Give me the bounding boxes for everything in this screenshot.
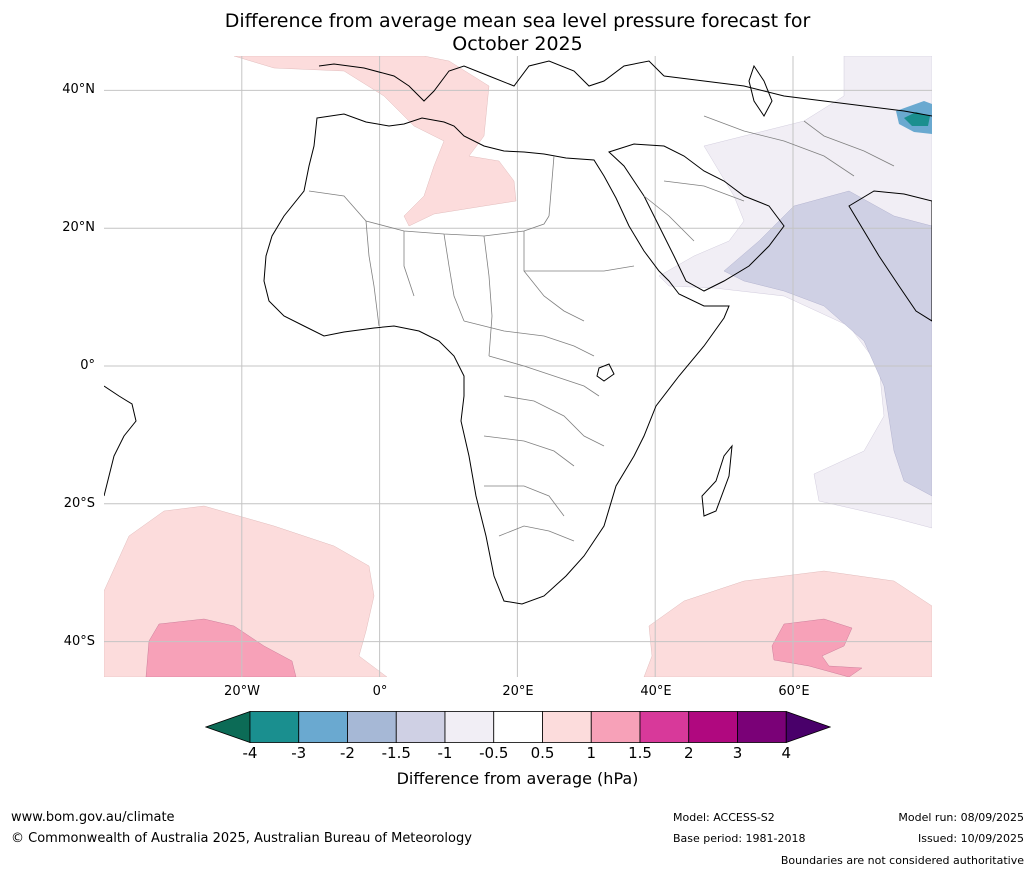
caspian-coastline (748, 64, 773, 117)
lon-label-20e: 20°E (502, 684, 534, 699)
colorbar-segment (444, 711, 495, 743)
colorbar-tick-label: 4 (781, 744, 792, 762)
colorbar-tick-label: 2 (683, 744, 694, 762)
anomaly-area-north-africa (233, 56, 517, 227)
footer-website: www.bom.gov.au/climate (11, 810, 175, 825)
footer-issued: Issued: 10/09/2025 (917, 832, 1024, 845)
footer-copyright: © Commonwealth of Australia 2025, Austra… (11, 831, 472, 846)
title-line-2: October 2025 (452, 33, 583, 55)
colorbar-tick-label: 0.5 (530, 744, 555, 762)
asia-coastline (663, 75, 932, 117)
title-line-1: Difference from average mean sea level p… (224, 10, 811, 32)
colorbar-tick-label: -3 (291, 744, 307, 762)
footer-model-run: Model run: 08/09/2025 (898, 811, 1024, 824)
lon-label-0: 0° (372, 684, 388, 699)
colorbar-tick-label: -1 (437, 744, 453, 762)
south-america-coastline (104, 385, 137, 497)
colorbar-segment (347, 711, 397, 743)
colorbar-segment (249, 711, 300, 743)
colorbar-tick-label: 1.5 (628, 744, 652, 762)
colorbar-segment (737, 711, 787, 743)
colorbar-tick-label: 3 (732, 744, 743, 762)
colorbar-segment (590, 711, 641, 743)
colorbar-segment (688, 711, 738, 743)
anomaly-area-arabian-sea (723, 190, 932, 497)
colorbar-tick-label: -1.5 (381, 744, 411, 762)
lat-label-20s: 20°S (63, 496, 95, 511)
lon-label-40e: 40°E (640, 684, 672, 699)
colorbar-tick-label: -0.5 (479, 744, 509, 762)
colorbar-segment (395, 711, 446, 743)
lon-label-20w: 20°W (224, 684, 260, 699)
madagascar-coastline (701, 444, 733, 517)
lat-label-equator: 0° (80, 358, 95, 373)
colorbar-under-arrow (205, 711, 251, 743)
lat-label-40n: 40°N (62, 82, 95, 97)
colorbar-tick-label: -2 (340, 744, 355, 762)
anomaly-area-himalaya-core (904, 112, 930, 126)
colorbar-segment (542, 711, 592, 743)
colorbar-over-arrow (785, 711, 831, 743)
africa-coastline (263, 113, 730, 605)
anomaly-area-south-atlantic-strong (145, 618, 297, 677)
anomaly-area-south-indian-strong (771, 618, 863, 677)
chart-title: Difference from average mean sea level p… (0, 10, 1035, 56)
anomaly-shading (104, 56, 932, 677)
graticule (104, 56, 932, 677)
colorbar-tick-label: 1 (586, 744, 597, 762)
colorbar-segment (298, 711, 348, 743)
lon-label-60e: 60°E (778, 684, 810, 699)
europe-coastline (318, 60, 665, 102)
colorbar-segment (639, 711, 690, 743)
india-coastline (848, 190, 932, 322)
footer-disclaimer: Boundaries are not considered authoritat… (780, 854, 1024, 867)
colorbar-segment (493, 711, 543, 743)
lat-label-40s: 40°S (63, 634, 95, 649)
country-borders (308, 115, 895, 542)
colorbar-tick-label: -4 (242, 744, 258, 762)
colorbar-label: Difference from average (hPa) (396, 769, 639, 788)
lat-label-20n: 20°N (62, 220, 95, 235)
forecast-map (104, 56, 932, 677)
footer-model: Model: ACCESS-S2 (673, 811, 775, 824)
colorbar (205, 711, 831, 743)
coastlines (104, 60, 932, 605)
footer-base-period: Base period: 1981-2018 (673, 832, 806, 845)
arabia-coastline (608, 143, 785, 292)
lake-victoria (596, 363, 615, 382)
